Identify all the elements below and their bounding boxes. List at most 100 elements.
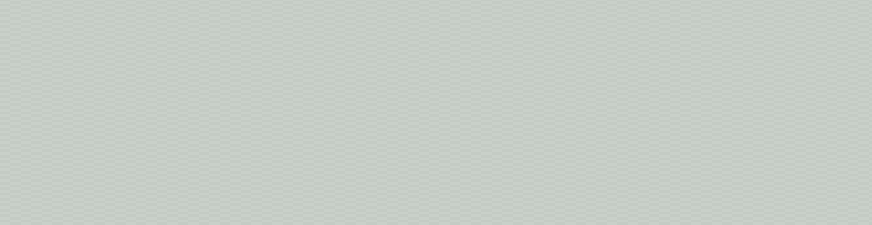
Bar	[429, 31, 439, 33]
Bar	[31, 117, 42, 120]
Bar	[628, 209, 638, 212]
Bar	[785, 166, 795, 168]
Bar	[126, 171, 136, 174]
Bar	[146, 190, 157, 193]
Bar	[722, 184, 732, 187]
Bar	[680, 58, 691, 60]
Bar	[596, 31, 607, 33]
Bar	[460, 20, 471, 22]
Bar	[31, 82, 42, 85]
Bar	[722, 160, 732, 163]
Bar	[722, 68, 732, 71]
Bar	[638, 206, 649, 209]
Bar	[701, 141, 712, 144]
Bar	[419, 104, 429, 106]
Bar	[827, 79, 837, 82]
Bar	[293, 66, 303, 68]
Bar	[492, 114, 502, 117]
Bar	[513, 41, 523, 44]
Bar	[534, 201, 544, 203]
Bar	[283, 39, 293, 41]
Bar	[157, 187, 167, 190]
Bar	[534, 20, 544, 22]
Bar	[785, 222, 795, 225]
Bar	[429, 149, 439, 152]
Bar	[167, 106, 178, 109]
Bar	[701, 147, 712, 149]
Bar	[439, 174, 450, 176]
Bar	[869, 147, 872, 149]
Bar	[649, 1, 659, 4]
Bar	[534, 179, 544, 182]
Bar	[283, 184, 293, 187]
Bar	[157, 174, 167, 176]
Bar	[105, 36, 115, 39]
Bar	[670, 133, 680, 136]
Bar	[555, 139, 565, 141]
Bar	[848, 130, 858, 133]
Bar	[335, 112, 345, 114]
Bar	[398, 125, 408, 128]
Bar	[732, 50, 743, 52]
Bar	[241, 187, 251, 190]
Bar	[607, 36, 617, 39]
Bar	[52, 4, 63, 6]
Bar	[10, 33, 21, 36]
Bar	[659, 130, 670, 133]
Bar	[806, 136, 816, 139]
Bar	[732, 168, 743, 171]
Bar	[743, 184, 753, 187]
Bar	[303, 47, 314, 50]
Bar	[0, 203, 10, 206]
Bar	[272, 201, 283, 203]
Bar	[555, 41, 565, 44]
Bar	[0, 109, 10, 112]
Bar	[0, 17, 10, 20]
Bar	[450, 144, 460, 147]
Bar	[858, 79, 869, 82]
Bar	[157, 155, 167, 157]
Bar	[10, 14, 21, 17]
Bar	[178, 36, 188, 39]
Bar	[209, 155, 220, 157]
Bar	[816, 147, 827, 149]
Bar	[220, 120, 230, 122]
Bar	[596, 133, 607, 136]
Bar	[408, 25, 419, 28]
Bar	[94, 133, 105, 136]
Bar	[188, 163, 199, 166]
Bar	[596, 47, 607, 50]
Bar	[387, 104, 398, 106]
Bar	[492, 190, 502, 193]
Bar	[167, 6, 178, 9]
Bar	[303, 101, 314, 104]
Bar	[52, 160, 63, 163]
Bar	[115, 122, 126, 125]
Bar	[21, 203, 31, 206]
Bar	[419, 20, 429, 22]
Bar	[576, 109, 586, 112]
Bar	[732, 222, 743, 225]
Bar	[670, 33, 680, 36]
Bar	[115, 14, 126, 17]
Bar	[450, 90, 460, 93]
Bar	[701, 168, 712, 171]
Bar	[84, 28, 94, 31]
Bar	[460, 209, 471, 212]
Bar	[513, 130, 523, 133]
Bar	[691, 9, 701, 12]
Bar	[21, 147, 31, 149]
Bar	[283, 68, 293, 71]
Bar	[262, 17, 272, 20]
Bar	[272, 166, 283, 168]
Bar	[785, 39, 795, 41]
Bar	[774, 22, 785, 25]
Bar	[209, 220, 220, 222]
Bar	[73, 20, 84, 22]
Bar	[691, 0, 701, 1]
Bar	[126, 28, 136, 31]
Bar	[544, 141, 555, 144]
Bar	[136, 74, 146, 76]
Bar	[691, 193, 701, 195]
Bar	[659, 152, 670, 155]
